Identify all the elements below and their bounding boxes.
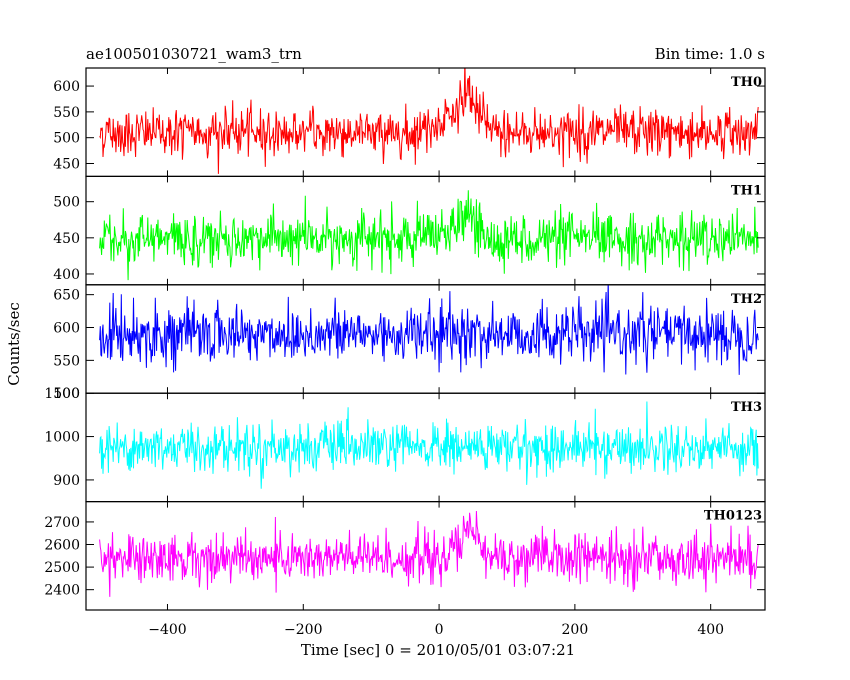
series-line-th1 bbox=[99, 190, 759, 281]
y-tick-label: 500 bbox=[53, 131, 80, 147]
panel-label-th3: TH3 bbox=[731, 400, 762, 415]
x-tick-label: −200 bbox=[284, 622, 322, 638]
y-tick-label: 650 bbox=[53, 288, 80, 304]
y-tick-label: 900 bbox=[53, 473, 80, 489]
panel-th2: 500 550 600 650 TH2 bbox=[53, 284, 766, 402]
series-line-th0123 bbox=[99, 510, 759, 597]
x-axis-title: Time [sec] 0 = 2010/05/01 03:07:21 bbox=[301, 641, 575, 659]
y-tick-label: 2700 bbox=[44, 515, 80, 531]
y-tick-label: 1000 bbox=[44, 430, 80, 446]
y-tick-label: 1100 bbox=[44, 386, 80, 402]
panels-group: 450 500 550 600 TH0 400 450 500 TH1 500 550 600 650 T… bbox=[44, 67, 766, 611]
panel-label-th2: TH2 bbox=[731, 292, 762, 307]
x-axis: −400 −200 0 200 400 bbox=[148, 622, 724, 638]
y-tick-label: 600 bbox=[53, 321, 80, 337]
y-tick-label: 500 bbox=[53, 386, 80, 402]
panel-frame bbox=[85, 501, 766, 611]
chart-title-left: ae100501030721_wam3_trn bbox=[86, 45, 302, 63]
y-tick-label: 2600 bbox=[44, 538, 80, 554]
panel-th0123: 2400 2500 2600 2700 TH0123 bbox=[44, 501, 766, 611]
y-tick-label: 450 bbox=[53, 231, 80, 247]
y-tick-label: 500 bbox=[53, 195, 80, 211]
x-tick-label: 400 bbox=[697, 622, 724, 638]
panel-label-th0123: TH0123 bbox=[704, 509, 762, 524]
x-tick-label: 200 bbox=[562, 622, 589, 638]
chart-title-right: Bin time: 1.0 s bbox=[655, 45, 765, 63]
y-tick-label: 400 bbox=[53, 267, 80, 283]
y-axis-title: Counts/sec bbox=[5, 302, 23, 386]
panel-th3: 900 1000 1100 TH3 bbox=[44, 386, 766, 503]
panel-label-th1: TH1 bbox=[731, 183, 762, 198]
panel-label-th0: TH0 bbox=[731, 75, 762, 90]
y-tick-label: 550 bbox=[53, 353, 80, 369]
x-tick-label: −400 bbox=[148, 622, 186, 638]
y-tick-label: 2400 bbox=[44, 583, 80, 599]
y-tick-label: 550 bbox=[53, 105, 80, 121]
series-line-th3 bbox=[99, 401, 759, 489]
panel-th1: 400 450 500 TH1 bbox=[53, 175, 766, 286]
y-tick-label: 600 bbox=[53, 79, 80, 95]
series-line-th2 bbox=[99, 284, 759, 375]
series-line-th0 bbox=[99, 68, 759, 174]
x-tick-label: 0 bbox=[435, 622, 444, 638]
panel-th0: 450 500 550 600 TH0 bbox=[53, 67, 766, 178]
y-tick-label: 2500 bbox=[44, 560, 80, 576]
y-tick-label: 450 bbox=[53, 156, 80, 172]
